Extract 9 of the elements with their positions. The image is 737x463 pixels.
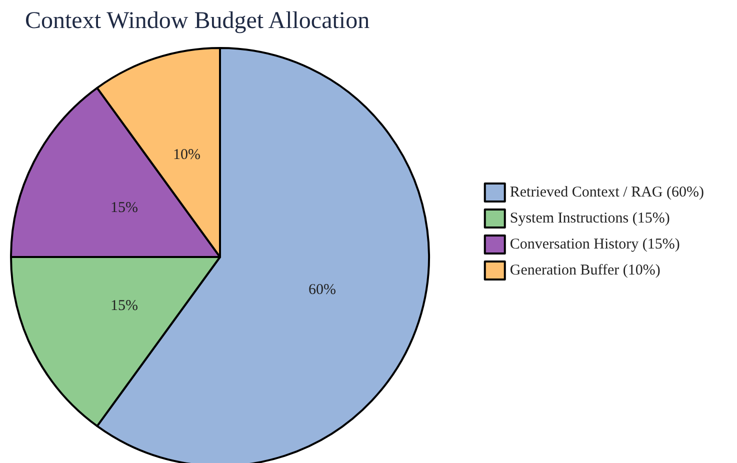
data-label: 15% — [110, 298, 138, 314]
data-label: 15% — [110, 200, 138, 216]
data-label: 60% — [308, 282, 336, 298]
data-label: 10% — [173, 146, 201, 163]
legend-label: Conversation History (15%) — [510, 236, 680, 252]
legend-label: Generation Buffer (10%) — [510, 262, 660, 278]
legend-label: Retrieved Context / RAG (60%) — [510, 184, 704, 200]
chart-title: Context Window Budget Allocation — [25, 8, 370, 34]
legend-label: System Instructions (15%) — [510, 210, 670, 226]
